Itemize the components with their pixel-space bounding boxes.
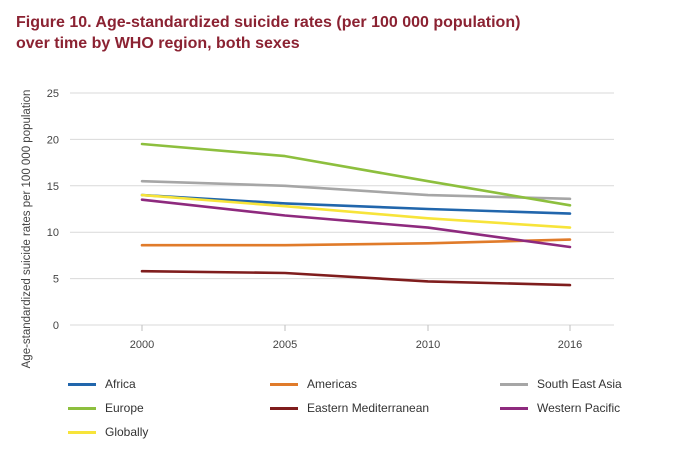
series-lines: [140, 142, 572, 287]
y-tick-label: 15: [47, 181, 59, 193]
y-tick-label: 10: [47, 227, 59, 239]
legend-item-eastern-mediterranean: Eastern Mediterranean: [270, 400, 429, 416]
x-tick-label: 2005: [273, 339, 297, 351]
series-line-globally: [140, 193, 572, 229]
y-tick-label: 0: [53, 320, 59, 332]
series-line-europe: [140, 142, 572, 207]
legend-item-africa: Africa: [68, 376, 136, 392]
legend-swatch: [68, 430, 96, 434]
chart-title-line-2: over time by WHO region, both sexes: [16, 35, 300, 52]
legend-item-western-pacific: Western Pacific: [500, 400, 620, 416]
legend-swatch: [68, 382, 96, 386]
legend-item-globally: Globally: [68, 424, 148, 440]
legend-item-south-east-asia: South East Asia: [500, 376, 622, 392]
chart-title: Figure 10. Age-standardized suicide rate…: [16, 12, 656, 54]
series-line-south-east-asia: [140, 179, 572, 201]
legend-swatch: [500, 382, 528, 386]
legend-item-europe: Europe: [68, 400, 144, 416]
legend-swatch: [270, 406, 298, 410]
x-tick-label: 2016: [558, 339, 582, 351]
legend-label: Globally: [105, 425, 149, 439]
y-tick-label: 25: [47, 88, 59, 100]
grid-lines: [70, 92, 614, 326]
series-line-americas: [140, 238, 572, 247]
legend-swatch: [68, 406, 96, 410]
x-axis-ticks: 2000 2005 2010 2016: [130, 325, 582, 351]
legend-label: Europe: [105, 401, 144, 415]
series-line-africa: [140, 193, 572, 215]
y-axis-ticks: 0 5 10 15 20 25: [47, 88, 59, 332]
legend-label: Eastern Mediterranean: [307, 401, 430, 415]
series-line-eastern-mediterranean: [140, 269, 572, 287]
y-tick-label: 20: [47, 134, 59, 146]
legend-swatch: [270, 382, 298, 386]
y-axis-label: Age-standardized suicide rates per 100 0…: [21, 90, 33, 369]
legend-label: Western Pacific: [537, 401, 621, 415]
x-tick-label: 2000: [130, 339, 154, 351]
y-tick-label: 5: [53, 274, 59, 286]
legend-swatch: [500, 406, 528, 410]
legend-item-americas: Americas: [270, 376, 357, 392]
series-line-western-pacific: [140, 198, 572, 249]
x-tick-label: 2010: [416, 339, 440, 351]
legend-label: Americas: [307, 377, 358, 391]
chart-title-line-1: Figure 10. Age-standardized suicide rate…: [16, 14, 521, 31]
legend-label: Africa: [105, 377, 136, 391]
legend-label: South East Asia: [537, 377, 622, 391]
legend: Africa Americas South East Asia Europe Easte…: [68, 376, 668, 448]
